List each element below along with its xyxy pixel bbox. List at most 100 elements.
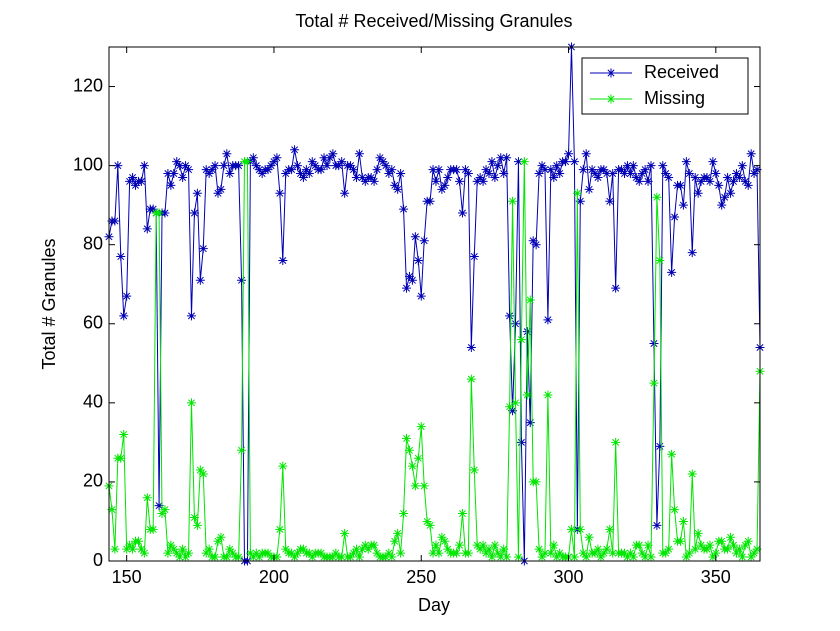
point-marker: [198, 244, 208, 254]
point-marker: [254, 552, 264, 562]
chart-title: Total # Received/Missing Granules: [295, 11, 572, 31]
point-marker: [128, 544, 138, 554]
point-marker: [393, 528, 403, 538]
point-marker: [407, 461, 417, 471]
point-marker: [684, 548, 694, 558]
point-marker: [396, 169, 406, 179]
point-marker: [131, 180, 141, 190]
point-marker: [413, 453, 423, 463]
point-marker: [749, 548, 759, 558]
point-marker: [213, 536, 223, 546]
point-marker: [743, 536, 753, 546]
point-marker: [740, 540, 750, 550]
point-marker: [316, 165, 326, 175]
point-marker: [175, 552, 185, 562]
point-marker: [337, 157, 347, 167]
point-marker: [248, 153, 258, 163]
point-marker: [425, 520, 435, 530]
point-marker: [652, 520, 662, 530]
point-marker: [602, 169, 612, 179]
point-marker: [581, 149, 591, 159]
point-marker: [281, 169, 291, 179]
point-marker: [178, 544, 188, 554]
point-marker: [505, 402, 515, 412]
point-marker: [452, 165, 462, 175]
point-marker: [537, 161, 547, 171]
point-marker: [316, 548, 326, 558]
point-marker: [416, 291, 426, 301]
point-marker: [443, 544, 453, 554]
point-marker: [631, 172, 641, 182]
point-marker: [690, 544, 700, 554]
point-marker: [457, 208, 467, 218]
point-marker: [664, 172, 674, 182]
point-marker: [402, 433, 412, 443]
point-marker: [455, 540, 465, 550]
point-marker: [357, 172, 367, 182]
point-marker: [384, 169, 394, 179]
point-marker: [455, 176, 465, 186]
point-marker: [746, 149, 756, 159]
y-tick-label: 60: [83, 313, 103, 333]
point-marker: [531, 240, 541, 250]
point-marker: [228, 548, 238, 558]
x-tick-label: 350: [701, 567, 731, 587]
point-marker: [487, 157, 497, 167]
point-marker: [204, 169, 214, 179]
point-marker: [295, 169, 305, 179]
point-marker: [346, 552, 356, 562]
y-tick-label: 120: [73, 75, 103, 95]
point-marker: [163, 548, 173, 558]
point-marker: [169, 544, 179, 554]
point-marker: [225, 544, 235, 554]
point-marker: [175, 161, 185, 171]
point-marker: [475, 172, 485, 182]
point-marker: [160, 505, 170, 515]
point-marker: [708, 552, 718, 562]
point-marker: [670, 212, 680, 222]
point-marker: [743, 180, 753, 190]
point-marker: [652, 192, 662, 202]
point-marker: [148, 204, 158, 214]
point-marker: [687, 248, 697, 258]
x-axis-label: Day: [418, 595, 450, 615]
point-marker: [622, 161, 632, 171]
point-marker: [649, 339, 659, 349]
point-marker: [711, 169, 721, 179]
point-marker: [157, 509, 167, 519]
point-marker: [440, 180, 450, 190]
point-marker: [337, 552, 347, 562]
y-tick-label: 0: [93, 550, 103, 570]
point-marker: [546, 165, 556, 175]
point-marker: [687, 469, 697, 479]
point-marker: [734, 172, 744, 182]
point-marker: [331, 548, 341, 558]
point-marker: [661, 548, 671, 558]
point-marker: [581, 552, 591, 562]
point-marker: [643, 540, 653, 550]
point-marker: [434, 165, 444, 175]
point-marker: [702, 172, 712, 182]
point-marker: [522, 327, 532, 337]
point-marker: [508, 406, 518, 416]
point-marker: [354, 552, 364, 562]
point-marker: [354, 149, 364, 159]
point-marker: [189, 513, 199, 523]
point-marker: [611, 437, 621, 447]
point-marker: [537, 552, 547, 562]
point-marker: [723, 172, 733, 182]
point-marker: [178, 172, 188, 182]
point-marker: [186, 398, 196, 408]
point-marker: [116, 252, 126, 262]
point-marker: [210, 552, 220, 562]
point-marker: [511, 398, 521, 408]
point-marker: [184, 548, 194, 558]
point-marker: [148, 524, 158, 534]
point-marker: [675, 180, 685, 190]
point-marker: [678, 200, 688, 210]
point-marker: [499, 544, 509, 554]
point-marker: [717, 536, 727, 546]
y-tick-label: 20: [83, 471, 103, 491]
point-marker: [263, 165, 273, 175]
